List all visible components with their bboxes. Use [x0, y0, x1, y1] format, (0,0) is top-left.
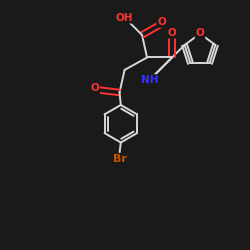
Text: O: O [168, 28, 176, 38]
Text: O: O [90, 84, 99, 94]
Text: NH: NH [141, 75, 158, 85]
Text: O: O [157, 17, 166, 27]
Text: O: O [196, 28, 204, 38]
Text: Br: Br [112, 154, 126, 164]
Text: OH: OH [115, 13, 132, 23]
